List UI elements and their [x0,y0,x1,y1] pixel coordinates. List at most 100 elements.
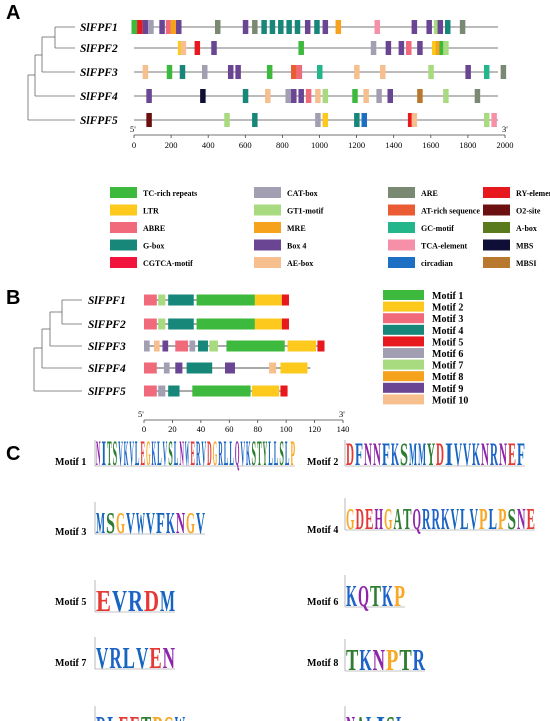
legend-swatch-a [388,222,415,233]
axis-tick-label-a: 1200 [348,140,365,150]
cis-element-mark [322,20,329,34]
legend-swatch-b [383,336,424,347]
logo-letter: T [107,440,112,473]
logo-letter: E [365,502,374,536]
logo-letter: V [163,440,168,473]
legend-label-b: Motif 3 [432,314,463,325]
logo-letter: F [382,440,390,472]
logo-letter: L [396,710,405,721]
cis-element-mark [433,20,440,34]
cis-element-mark [374,20,381,34]
legend-swatch-a [254,239,281,251]
cis-element-mark [428,65,434,79]
gene-label: SlFPF1 [80,22,118,34]
legend-label-a: CGTCA-motif [143,259,193,268]
logo-letter: E [119,710,129,721]
logo-letter: V [96,641,108,675]
axis-tick-label-b: 60 [225,424,234,434]
logo-letter: I [445,440,453,472]
legend-label-a: RY-element [516,189,550,198]
cis-element-mark [474,89,481,103]
logo-letter: I [376,710,385,721]
cis-element-mark [439,41,445,55]
cis-element-mark [170,20,176,34]
cis-element-mark [285,89,291,103]
motif-block [189,340,196,352]
logo-letter: N [373,440,381,472]
legend-label-b: Motif 1 [432,291,463,302]
logo-title: Motif 3 [55,527,86,538]
motif-block [280,362,308,374]
axis-start-label: 5' [130,124,136,134]
logo-letter: S [106,506,115,540]
logo-title: Motif 6 [307,597,338,608]
cis-element-mark [148,20,154,34]
legend-label-a: AE-box [287,259,313,268]
logo-letter: K [124,440,129,473]
logo-letter: S [386,710,395,721]
cis-element-mark [354,113,360,127]
gene-label-b: SlFPF4 [88,363,126,375]
legend-swatch-a [254,204,281,216]
motif-block [198,340,208,352]
cis-element-mark [291,65,297,79]
logo-letter: N [499,440,507,472]
motif-block [254,318,282,330]
legend-swatch-a [483,187,510,198]
cis-element-mark [398,41,405,55]
legend-label-a: O2-site [516,207,541,216]
logo-letter: Q [358,579,369,613]
logo-letter: M [96,506,105,540]
logo-letter: L [460,502,469,536]
cis-element-mark [491,113,497,127]
legend-swatch-b [383,359,424,370]
cis-element-mark [435,41,442,55]
motif-block [280,385,288,397]
axis-tick-label-b: 120 [308,424,321,434]
legend-label-b: Motif 2 [432,303,463,314]
logo-letter: S [113,440,118,473]
logo-letter: E [190,440,195,473]
motif-block [158,294,166,306]
axis-tick-label-b: 80 [253,424,262,434]
legend-label-a: CAT-box [287,189,318,198]
cis-element-mark [137,20,143,34]
legend-swatch-b [383,313,424,324]
cis-element-mark [443,41,449,55]
cis-element-mark [266,65,273,79]
legend-label-b: Motif 6 [432,349,463,360]
motif-block [196,318,255,330]
logo-letter: R [490,440,498,472]
cis-element-mark [376,89,382,103]
cis-element-mark [417,41,423,55]
cis-element-mark [315,89,321,103]
motif-block [225,362,235,374]
logo-letter: V [196,506,205,540]
cis-element-mark [177,41,184,55]
legend-swatch-a [110,257,137,268]
logo-letter: M [418,440,426,472]
legend-label-b: Motif 8 [432,372,463,383]
axis-tick-label-b: 140 [337,424,350,434]
cis-element-mark [354,65,360,79]
logo-letter: K [246,440,251,473]
legend-label-a: MRE [287,224,306,233]
logo-letter: S [400,440,408,472]
legend-swatch-a [110,222,137,233]
logo-letter: A [394,502,403,536]
motif-block [209,340,218,352]
legend-swatch-a [483,204,510,216]
legend-swatch-b [383,290,424,300]
cis-element-mark [294,20,301,34]
cis-element-mark [165,20,172,34]
logo-letter: L [135,440,140,473]
logo-letter: K [346,579,357,613]
logo-letter: G [213,440,218,473]
legend-swatch-a [110,187,137,198]
logo-letter: V [112,584,127,618]
logo-letter: K [166,506,175,540]
logo-letter: P [498,502,507,536]
cis-element-mark [131,20,137,34]
legend-swatch-a [110,239,137,251]
gene-label: SlFPF2 [80,43,118,55]
